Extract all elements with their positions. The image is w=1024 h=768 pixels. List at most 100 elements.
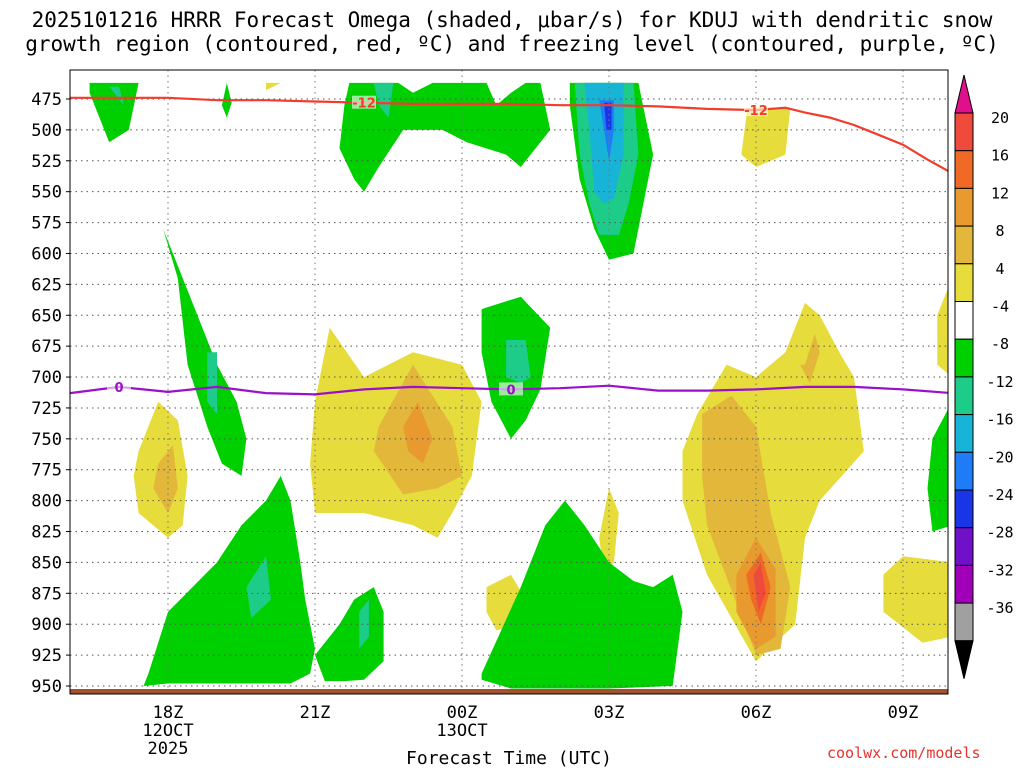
colorbar-swatch-13: [954, 602, 974, 642]
colorbar-swatch-3: [954, 225, 974, 265]
omega-region-4: [339, 82, 551, 192]
omega-region-22: [403, 401, 433, 464]
plot-frame: [69, 69, 949, 695]
colorbar-label-4: 4: [995, 260, 1004, 278]
x-tick-label-5-0: 09Z: [888, 703, 919, 723]
omega-region-33: [246, 556, 271, 618]
chart-title: 2025101216 HRRR Forecast Omega (shaded, …: [0, 8, 1024, 56]
ground-strip: [70, 689, 948, 694]
y-tick-label-675: 675: [31, 337, 62, 357]
x-tick-label-3-0: 03Z: [594, 703, 625, 723]
colorbar-top-arrow: [954, 74, 974, 114]
colorbar-bottom-arrow: [954, 640, 974, 679]
y-tick-label-725: 725: [31, 399, 62, 419]
colorbar-label-12: -32: [986, 561, 1013, 579]
omega-region-31: [883, 556, 948, 643]
x-tick-label-2-1: 13OCT: [436, 721, 487, 741]
colorbar-label-5: -4: [991, 298, 1009, 316]
contour-lines: -12 -12 0 0: [70, 95, 948, 398]
title-line-2: growth region (contoured, red, ºC) and f…: [25, 32, 999, 56]
omega-region-28: [753, 562, 766, 612]
colorbar-label-3: 8: [995, 222, 1004, 240]
dgz-label-2-bg: [744, 103, 768, 117]
omega-region-32: [143, 475, 315, 686]
colorbar-swatch-5: [954, 301, 974, 340]
omega-region-36: [481, 500, 683, 689]
omega-region-12: [163, 228, 247, 476]
colorbar-label-10: -24: [986, 486, 1013, 504]
y-tick-label-800: 800: [31, 492, 62, 512]
colorbar-label-0: 20: [991, 109, 1009, 127]
title-line-1: 2025101216 HRRR Forecast Omega (shaded, …: [31, 8, 993, 32]
colorbar-swatch-4: [954, 263, 974, 302]
x-tick-label-4-0: 06Z: [741, 703, 772, 723]
y-tick-label-650: 650: [31, 306, 62, 326]
y-tick-label-600: 600: [31, 244, 62, 264]
x-tick-label-0-0: 18Z: [153, 703, 184, 723]
y-tick-label-950: 950: [31, 677, 62, 697]
omega-region-35: [359, 599, 369, 649]
omega-region-10: [604, 102, 612, 130]
dgz-label-1: -12: [352, 97, 376, 112]
colorbar-label-6: -8: [991, 335, 1009, 353]
omega-region-17: [937, 288, 948, 374]
freezing-label-1: 0: [114, 381, 123, 396]
dgz-label-2: -12: [744, 104, 768, 119]
y-tick-label-625: 625: [31, 275, 62, 295]
y-tick-label-550: 550: [31, 183, 62, 203]
colorbar-swatch-9: [954, 451, 974, 491]
colorbar-label-2: 12: [991, 184, 1009, 202]
colorbar-label-8: -16: [986, 411, 1013, 429]
colorbar-swatch-7: [954, 376, 974, 416]
y-tick-label-925: 925: [31, 646, 62, 666]
omega-region-11: [741, 107, 791, 167]
colorbar-swatch-6: [954, 338, 974, 378]
y-tick-label-525: 525: [31, 152, 62, 172]
colorbar-label-9: -20: [986, 448, 1013, 466]
x-tick-label-2-0: 00Z: [447, 703, 478, 723]
y-tick-label-750: 750: [31, 430, 62, 450]
omega-region-16: [927, 409, 948, 532]
omega-region-13: [207, 352, 217, 415]
freezing-label-2: 0: [506, 383, 515, 398]
colorbar-swatch-1: [954, 150, 974, 189]
dgz-label-1-bg: [352, 95, 376, 109]
colorbar-legend: 20 16 12 8 4 -4 -8 -12 -16 -20 -24 -28 -32 -36: [954, 74, 1014, 679]
y-tick-label-900: 900: [31, 615, 62, 635]
y-axis: 475 500 525 550 575 600 625 650 675 700 725 750 775 8…: [31, 90, 70, 697]
omega-region-5: [373, 82, 394, 118]
y-tick-label-575: 575: [31, 214, 62, 234]
gridlines: [70, 70, 948, 689]
colorbar-swatch-2: [954, 187, 974, 227]
y-tick-label-475: 475: [31, 90, 62, 110]
omega-region-25: [800, 333, 820, 384]
x-axis-title: Forecast Time (UTC): [406, 748, 612, 768]
omega-shaded-regions: [89, 82, 948, 689]
colorbar-swatch-8: [954, 414, 974, 453]
omega-region-3: [266, 82, 281, 91]
x-tick-label-1-0: 21Z: [300, 703, 331, 723]
y-tick-label-825: 825: [31, 523, 62, 543]
colorbar-label-13: -36: [986, 599, 1013, 617]
freezing-label-2-bg: [499, 382, 523, 396]
colorbar-swatch-0: [954, 112, 974, 152]
x-tick-label-0-1: 12OCT: [142, 721, 193, 741]
y-tick-label-850: 850: [31, 553, 62, 573]
colorbar-label-7: -12: [986, 373, 1013, 391]
y-tick-label-500: 500: [31, 121, 62, 141]
omega-region-34: [315, 587, 384, 682]
site-credit: coolwx.com/models: [827, 744, 981, 762]
colorbar-label-11: -28: [986, 524, 1013, 542]
omega-region-19: [153, 445, 178, 513]
omega-region-15: [506, 340, 531, 384]
omega-region-1: [109, 86, 124, 106]
dgz-minus12-contour: [70, 96, 948, 173]
colorbar-swatch-11: [954, 527, 974, 566]
y-tick-label-700: 700: [31, 368, 62, 388]
x-tick-label-0-2: 2025: [148, 739, 189, 759]
freezing-label-1-bg: [107, 379, 131, 393]
colorbar-swatch-10: [954, 489, 974, 529]
y-tick-label-875: 875: [31, 584, 62, 604]
